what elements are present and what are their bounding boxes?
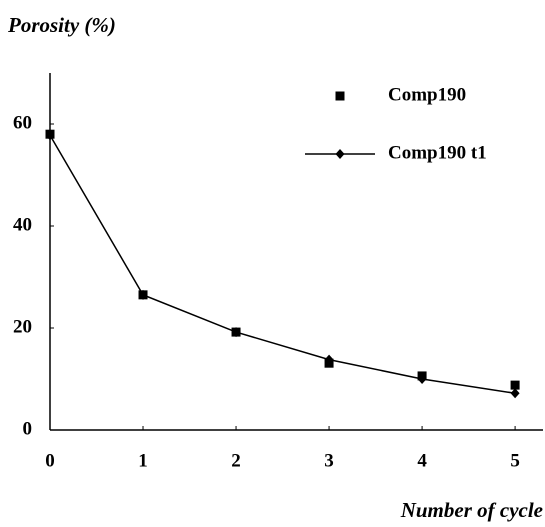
x-tick-label: 2 bbox=[231, 450, 241, 471]
legend-marker bbox=[335, 149, 345, 159]
x-tick-label: 1 bbox=[138, 450, 148, 471]
marker bbox=[138, 289, 148, 300]
marker bbox=[231, 327, 241, 338]
x-tick-label: 5 bbox=[510, 450, 520, 471]
x-axis-label: Number of cycle bbox=[400, 498, 543, 522]
y-tick-label: 60 bbox=[13, 112, 32, 133]
x-tick-label: 3 bbox=[324, 450, 334, 471]
marker bbox=[510, 380, 520, 390]
y-tick-label: 20 bbox=[13, 316, 32, 337]
marker bbox=[45, 130, 55, 141]
legend-marker bbox=[335, 91, 345, 101]
x-tick-label: 0 bbox=[45, 450, 55, 471]
y-tick-label: 40 bbox=[13, 214, 32, 235]
chart-title: Porosity (%) bbox=[7, 13, 116, 37]
series-line bbox=[49, 134, 516, 395]
legend-label: Comp190 bbox=[388, 84, 466, 105]
x-tick-label: 4 bbox=[417, 450, 427, 471]
legend-label: Comp190 t1 bbox=[388, 142, 487, 163]
marker bbox=[510, 388, 520, 399]
marker bbox=[417, 374, 427, 384]
marker bbox=[324, 354, 334, 365]
y-tick-label: 0 bbox=[23, 418, 33, 439]
